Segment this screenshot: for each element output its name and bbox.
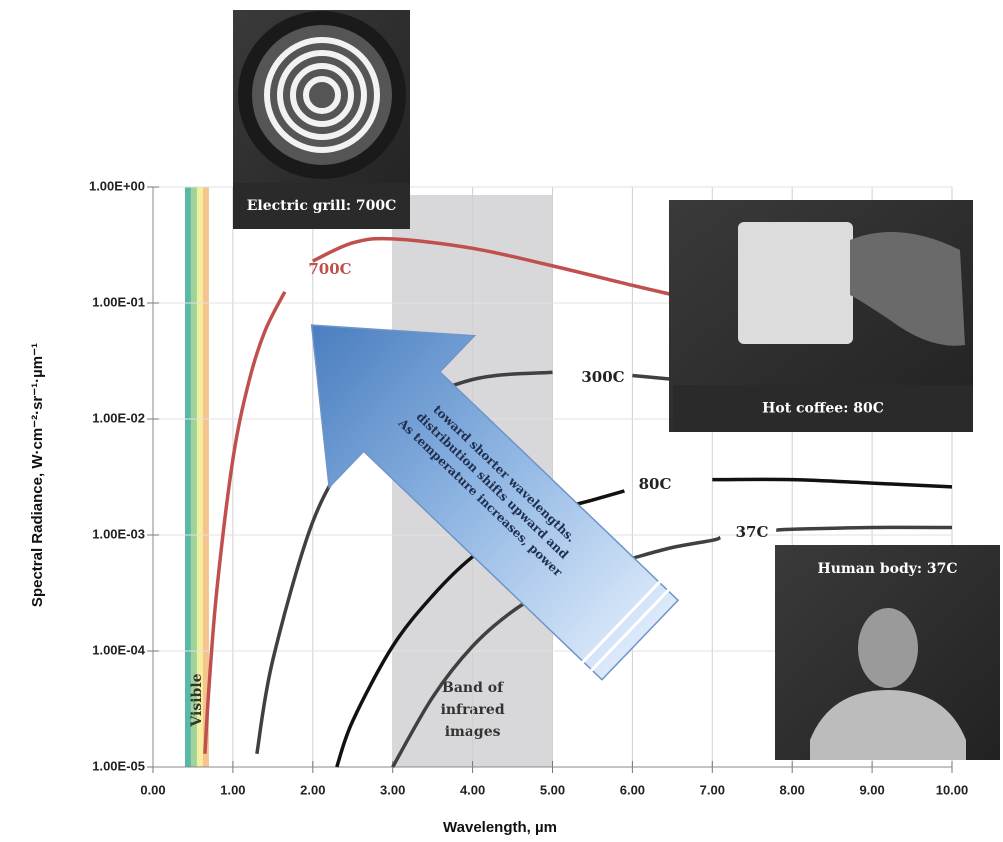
arrow-stripe bbox=[581, 580, 662, 664]
visible-band bbox=[196, 187, 203, 767]
x-axis-label: Wavelength, µm bbox=[443, 819, 557, 836]
visible-band bbox=[184, 187, 191, 767]
visible-label: Visible bbox=[189, 673, 205, 727]
y-tick-label: 1.00E-02 bbox=[92, 410, 145, 425]
y-tick-label: 1.00E-05 bbox=[92, 758, 145, 773]
x-tick-label: 6.00 bbox=[620, 782, 645, 797]
x-tick-label: 1.00 bbox=[220, 782, 245, 797]
photo-detail bbox=[858, 608, 918, 688]
x-tick-label: 0.00 bbox=[140, 782, 165, 797]
x-tick-label: 3.00 bbox=[380, 782, 405, 797]
y-tick-label: 1.00E+00 bbox=[89, 178, 145, 193]
x-tick-label: 4.00 bbox=[460, 782, 485, 797]
x-tick-label: 5.00 bbox=[540, 782, 565, 797]
photo-caption: Hot coffee: 80C bbox=[762, 401, 884, 417]
photo-detail bbox=[810, 690, 966, 760]
caption-bar bbox=[673, 385, 973, 432]
photo-detail bbox=[303, 76, 341, 114]
x-tick-label: 9.00 bbox=[859, 782, 884, 797]
series-line bbox=[203, 236, 673, 754]
series-label: 300C bbox=[581, 368, 624, 386]
y-tick-label: 1.00E-03 bbox=[92, 526, 145, 541]
caption-bar bbox=[233, 183, 410, 229]
photo-detail bbox=[738, 222, 853, 344]
series-label: 80C bbox=[639, 475, 672, 493]
x-tick-label: 7.00 bbox=[700, 782, 725, 797]
x-tick-label: 10.00 bbox=[936, 782, 969, 797]
photo-detail bbox=[290, 63, 354, 127]
arrow-stripe bbox=[590, 588, 670, 672]
photo-caption: Human body: 37C bbox=[817, 561, 957, 577]
y-tick-label: 1.00E-04 bbox=[92, 642, 146, 657]
series-label: 37C bbox=[736, 523, 769, 541]
x-tick-label: 8.00 bbox=[780, 782, 805, 797]
photo-detail bbox=[252, 25, 392, 165]
visible-band bbox=[190, 187, 197, 767]
visible-band bbox=[202, 187, 209, 767]
photo-detail bbox=[277, 50, 367, 140]
photo-caption: Electric grill: 700C bbox=[247, 198, 397, 214]
y-axis-label: Spectral Radiance, W·cm⁻²·sr⁻¹·µm⁻¹ bbox=[29, 343, 46, 607]
x-tick-label: 2.00 bbox=[300, 782, 325, 797]
series-line bbox=[335, 477, 953, 768]
photo-detail bbox=[850, 232, 965, 346]
arrow-shape bbox=[310, 324, 680, 681]
arrow bbox=[310, 324, 680, 681]
y-tick-label: 1.00E-01 bbox=[92, 294, 145, 309]
series-label: 700C bbox=[308, 260, 351, 278]
photo-detail bbox=[264, 37, 380, 153]
